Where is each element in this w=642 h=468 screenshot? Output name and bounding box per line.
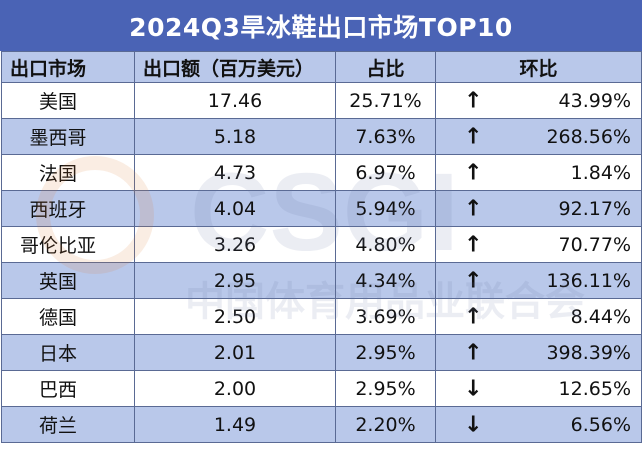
change-value: 8.44% xyxy=(570,305,631,328)
cell-export-value: 2.50 xyxy=(134,298,336,335)
header-change: 环比 xyxy=(435,51,642,83)
cell-change: ↑ 268.56% xyxy=(435,118,642,155)
table-row: 德国 2.50 3.69% ↑ 8.44% xyxy=(1,298,642,335)
cell-share: 4.34% xyxy=(335,262,436,299)
cell-export-value: 2.95 xyxy=(134,262,336,299)
header-share: 占比 xyxy=(335,51,436,83)
cell-change: ↑ 8.44% xyxy=(435,298,642,335)
table-row: 荷兰 1.49 2.20% ↓ 6.56% xyxy=(1,406,642,443)
header-market: 出口市场 xyxy=(1,51,135,83)
cell-share: 7.63% xyxy=(335,118,436,155)
cell-market: 墨西哥 xyxy=(1,118,135,155)
arrow-up-icon: ↑ xyxy=(464,160,483,185)
header-row: 出口市场 出口额（百万美元） 占比 环比 xyxy=(1,51,642,83)
arrow-down-icon: ↓ xyxy=(464,376,483,401)
cell-share: 4.80% xyxy=(335,226,436,263)
cell-share: 3.69% xyxy=(335,298,436,335)
table-title: 2024Q3旱冰鞋出口市场TOP10 xyxy=(0,0,642,51)
cell-change: ↑ 43.99% xyxy=(435,82,642,119)
table-row: 日本 2.01 2.95% ↑ 398.39% xyxy=(1,334,642,371)
change-value: 6.56% xyxy=(570,413,631,436)
cell-export-value: 4.73 xyxy=(134,154,336,191)
arrow-up-icon: ↑ xyxy=(464,88,483,113)
change-value: 136.11% xyxy=(546,269,631,292)
table-row: 法国 4.73 6.97% ↑ 1.84% xyxy=(1,154,642,191)
cell-share: 2.95% xyxy=(335,370,436,407)
cell-share: 2.95% xyxy=(335,334,436,371)
change-value: 268.56% xyxy=(546,125,631,148)
cell-export-value: 17.46 xyxy=(134,82,336,119)
table-row: 墨西哥 5.18 7.63% ↑ 268.56% xyxy=(1,118,642,155)
cell-export-value: 2.01 xyxy=(134,334,336,371)
cell-export-value: 1.49 xyxy=(134,406,336,443)
table-row: 美国 17.46 25.71% ↑ 43.99% xyxy=(1,82,642,119)
change-value: 92.17% xyxy=(558,197,631,220)
table-row: 哥伦比亚 3.26 4.80% ↑ 70.77% xyxy=(1,226,642,263)
cell-share: 2.20% xyxy=(335,406,436,443)
cell-market: 日本 xyxy=(1,334,135,371)
change-value: 12.65% xyxy=(558,377,631,400)
table-row: 西班牙 4.04 5.94% ↑ 92.17% xyxy=(1,190,642,227)
cell-export-value: 3.26 xyxy=(134,226,336,263)
cell-share: 25.71% xyxy=(335,82,436,119)
change-value: 70.77% xyxy=(558,233,631,256)
change-value: 43.99% xyxy=(558,89,631,112)
cell-market: 荷兰 xyxy=(1,406,135,443)
arrow-up-icon: ↑ xyxy=(464,124,483,149)
arrow-up-icon: ↑ xyxy=(464,196,483,221)
cell-share: 5.94% xyxy=(335,190,436,227)
table-row: 英国 2.95 4.34% ↑ 136.11% xyxy=(1,262,642,299)
arrow-down-icon: ↓ xyxy=(464,412,483,437)
cell-market: 巴西 xyxy=(1,370,135,407)
cell-export-value: 2.00 xyxy=(134,370,336,407)
cell-market: 英国 xyxy=(1,262,135,299)
cell-change: ↑ 398.39% xyxy=(435,334,642,371)
cell-change: ↑ 70.77% xyxy=(435,226,642,263)
change-value: 1.84% xyxy=(570,161,631,184)
arrow-up-icon: ↑ xyxy=(464,340,483,365)
cell-market: 美国 xyxy=(1,82,135,119)
header-export-value: 出口额（百万美元） xyxy=(134,51,336,83)
cell-market: 法国 xyxy=(1,154,135,191)
cell-market: 德国 xyxy=(1,298,135,335)
arrow-up-icon: ↑ xyxy=(464,232,483,257)
arrow-up-icon: ↑ xyxy=(464,304,483,329)
cell-change: ↑ 92.17% xyxy=(435,190,642,227)
cell-change: ↑ 136.11% xyxy=(435,262,642,299)
cell-share: 6.97% xyxy=(335,154,436,191)
cell-export-value: 4.04 xyxy=(134,190,336,227)
cell-change: ↓ 12.65% xyxy=(435,370,642,407)
arrow-up-icon: ↑ xyxy=(464,268,483,293)
cell-change: ↓ 6.56% xyxy=(435,406,642,443)
cell-market: 哥伦比亚 xyxy=(1,226,135,263)
cell-change: ↑ 1.84% xyxy=(435,154,642,191)
export-market-table: 出口市场 出口额（百万美元） 占比 环比 美国 17.46 25.71% ↑ 43.99… xyxy=(1,51,642,443)
cell-export-value: 5.18 xyxy=(134,118,336,155)
cell-market: 西班牙 xyxy=(1,190,135,227)
change-value: 398.39% xyxy=(546,341,631,364)
table-row: 巴西 2.00 2.95% ↓ 12.65% xyxy=(1,370,642,407)
